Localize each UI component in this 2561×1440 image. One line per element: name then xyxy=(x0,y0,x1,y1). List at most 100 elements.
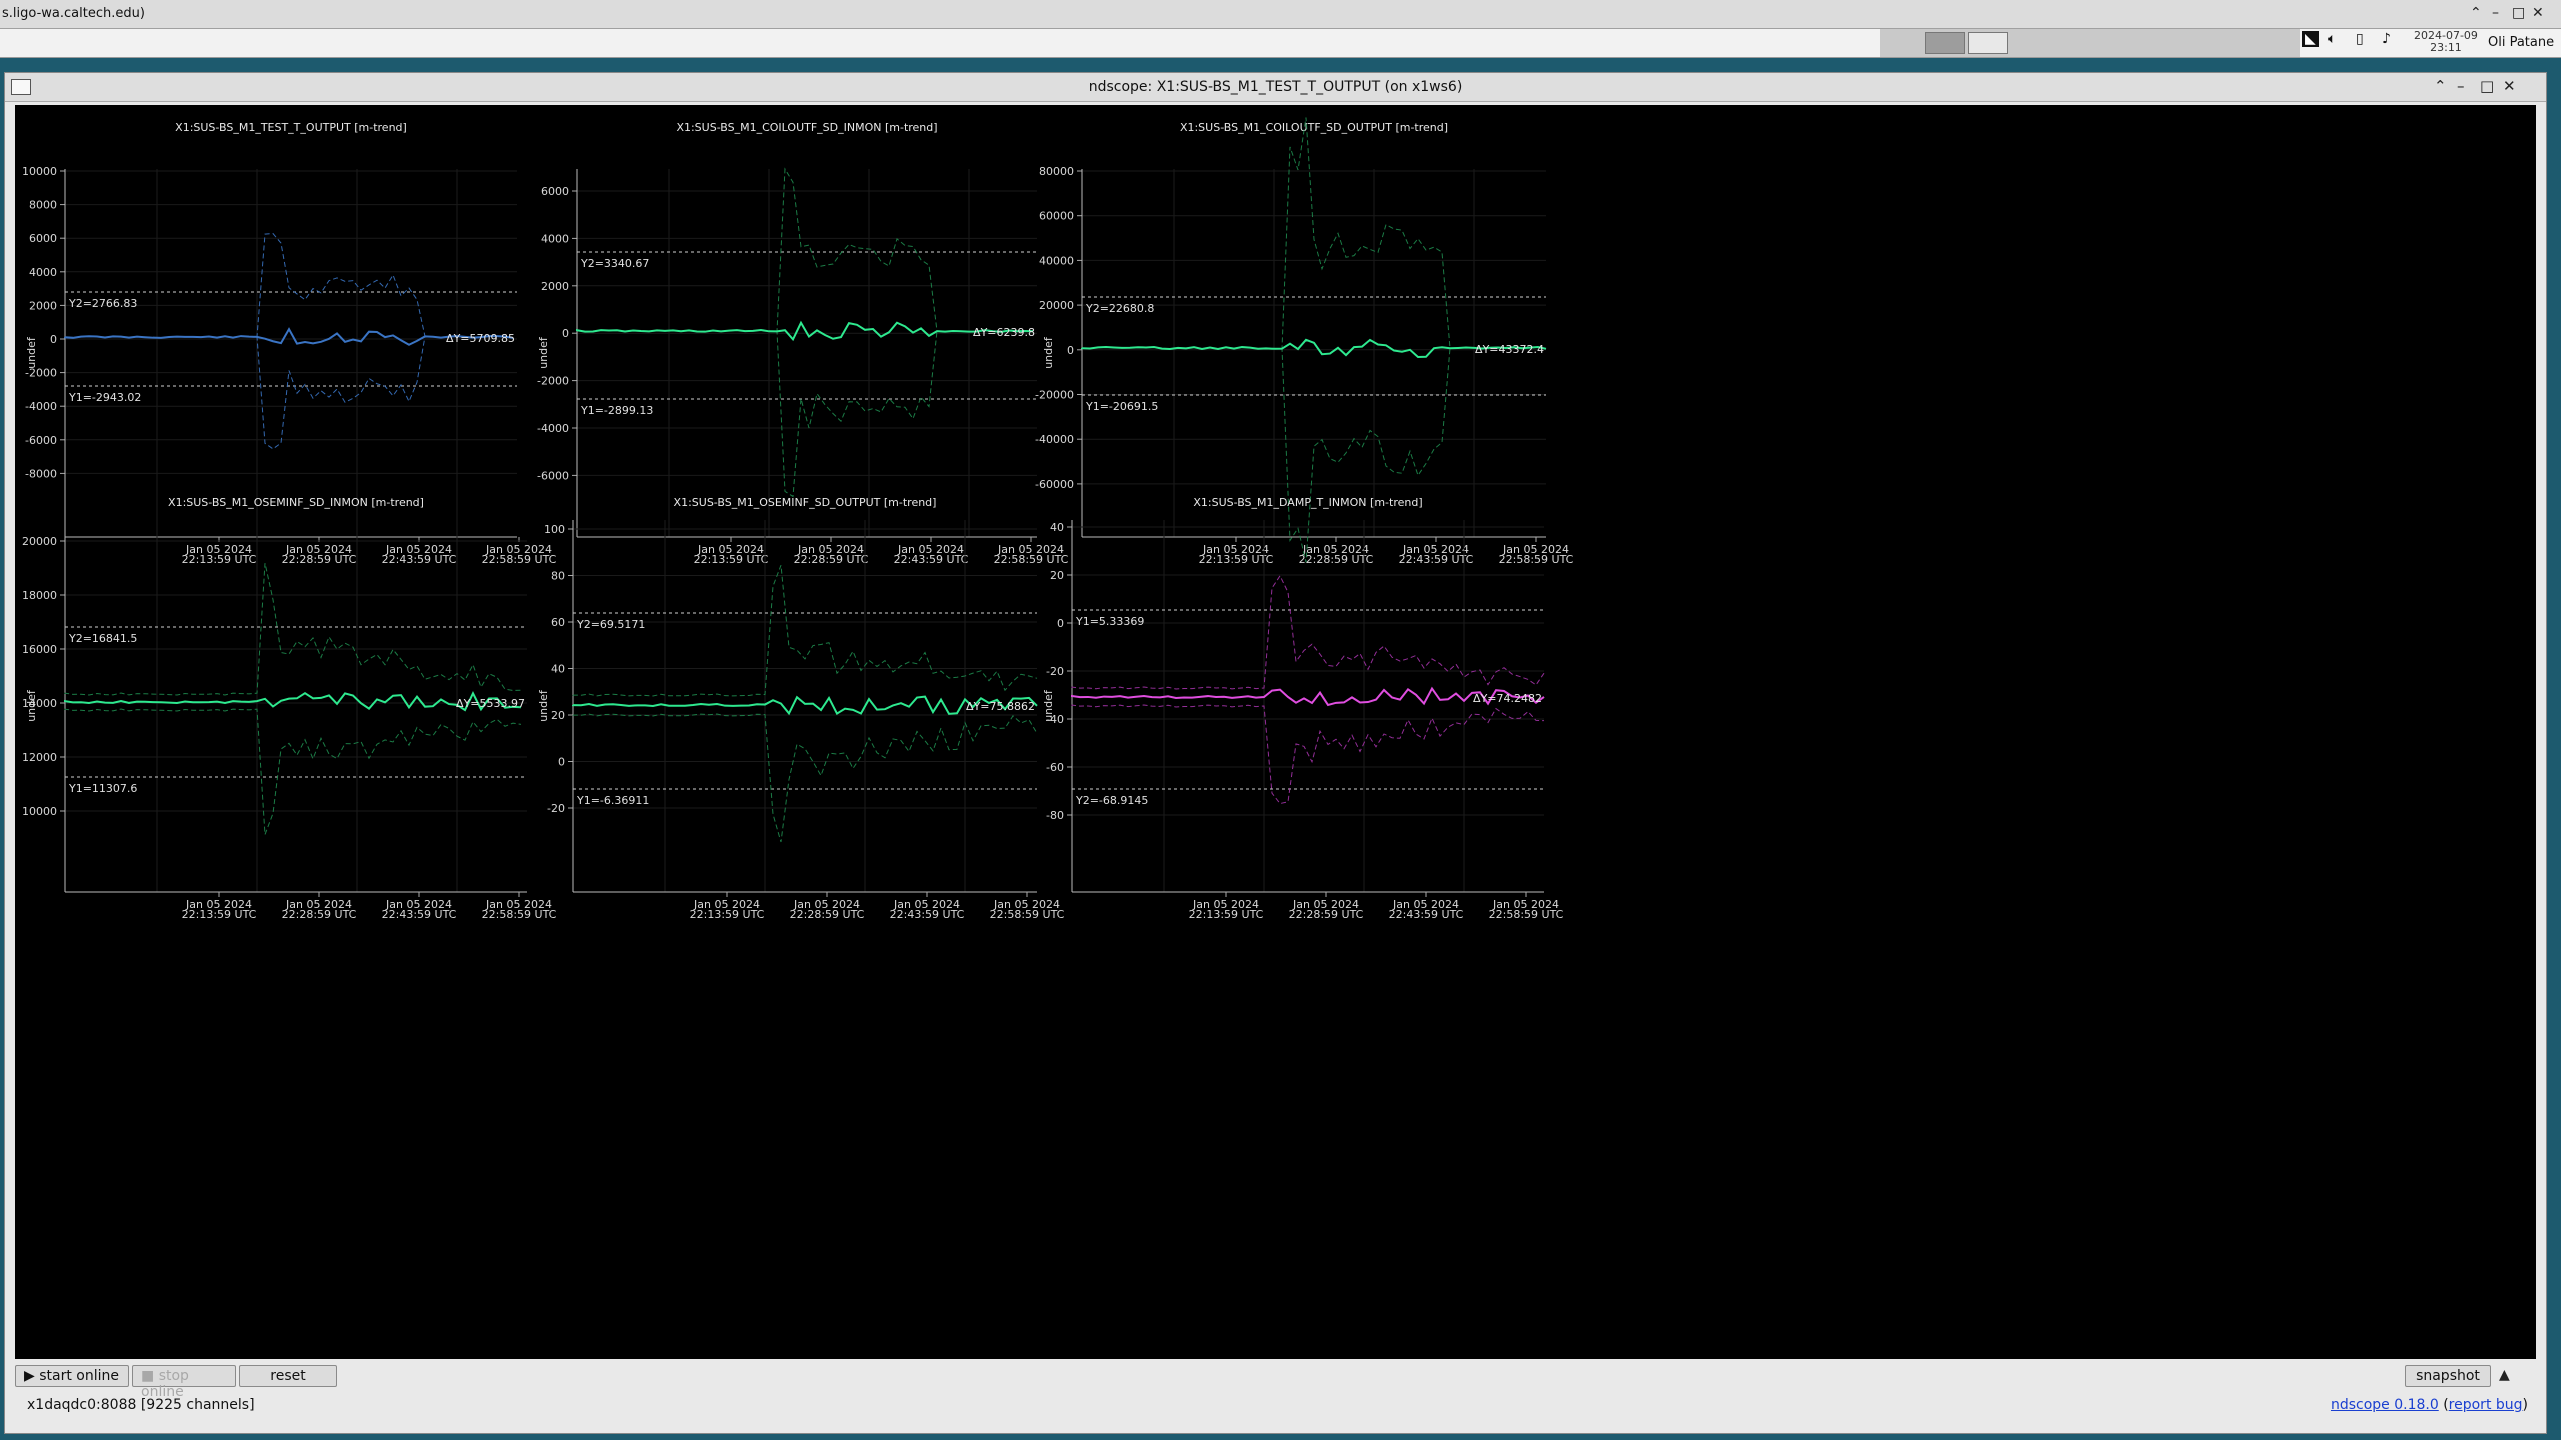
battery-icon[interactable]: ▯ xyxy=(2356,31,2364,47)
x-tick-date: Jan 05 2024 xyxy=(1492,898,1559,911)
y-tick-label: 2000 xyxy=(541,280,569,293)
y-tick-label: 0 xyxy=(558,756,565,769)
outer-maximize-icon[interactable]: □ xyxy=(2512,5,2526,21)
x-tick-date: Jan 05 2024 xyxy=(1202,543,1269,556)
window-titlebar: ndscope: X1:SUS-BS_M1_TEST_T_OUTPUT (on … xyxy=(5,73,2546,102)
y-tick-label: 10000 xyxy=(22,165,57,178)
window-title: ndscope: X1:SUS-BS_M1_TEST_T_OUTPUT (on … xyxy=(1088,79,1463,95)
taskbar-window-list xyxy=(1880,29,2300,57)
y-tick-label: -60 xyxy=(1046,761,1064,774)
notification-bell-icon[interactable]: ♪ xyxy=(2382,31,2391,47)
y-tick-label: 60000 xyxy=(1039,210,1074,223)
x-tick-time: 22:13:59 UTC xyxy=(1189,908,1264,921)
cursor-label: Y1=-2943.02 xyxy=(68,391,141,404)
delta-y-label: ΔY=75.8862 xyxy=(966,700,1035,713)
y-tick-label: -20000 xyxy=(1035,389,1074,402)
snapshot-label: snapshot xyxy=(2416,1368,2480,1384)
taskbar-window-button[interactable] xyxy=(1968,32,2008,54)
y-tick-label: 10000 xyxy=(22,805,57,818)
trace-mean xyxy=(1081,338,1547,358)
window-maximize-icon[interactable]: □ xyxy=(2480,77,2495,95)
outer-minimize-icon[interactable]: – xyxy=(2492,5,2499,21)
user-name[interactable]: Oli Patane xyxy=(2488,35,2555,50)
taskbar-workspace-button[interactable] xyxy=(1925,32,1965,54)
app-icon[interactable] xyxy=(11,79,31,95)
snapshot-button[interactable]: snapshot xyxy=(2405,1365,2491,1387)
plots-canvas[interactable]: X1:SUS-BS_M1_TEST_T_OUTPUT [m-trend]1000… xyxy=(15,105,2536,1359)
y-tick-label: -20 xyxy=(1046,665,1064,678)
cursor-label: Y1=-20691.5 xyxy=(1085,400,1158,413)
plot-panel: X1:SUS-BS_M1_OSEMINF_SD_INMON [m-trend] 2… xyxy=(22,496,557,921)
x-tick-date: Jan 05 2024 xyxy=(1292,898,1359,911)
trace-min xyxy=(1081,346,1547,563)
y-tick-label: -40000 xyxy=(1035,433,1074,446)
plot-title: X1:SUS-BS_M1_OSEMINF_SD_INMON [m-trend] xyxy=(168,496,424,509)
stop-online-button[interactable]: ■ stop online xyxy=(132,1365,236,1400)
reset-button[interactable]: reset xyxy=(239,1365,337,1387)
x-tick-time: 22:58:59 UTC xyxy=(1489,908,1564,921)
x-tick-date: Jan 05 2024 xyxy=(185,898,252,911)
cursor-label: Y2=16841.5 xyxy=(68,632,137,645)
x-tick-time: 22:43:59 UTC xyxy=(1389,908,1464,921)
y-tick-label: 8000 xyxy=(29,199,57,212)
version-info: ndscope 0.18.0 (report bug) xyxy=(2330,1397,2528,1413)
chevron-up-icon[interactable]: ▲ xyxy=(2499,1367,2510,1383)
clock-time: 23:11 xyxy=(2430,41,2462,54)
x-tick-date: Jan 05 2024 xyxy=(1502,543,1569,556)
x-tick-date: Jan 05 2024 xyxy=(693,898,760,911)
y-axis-label: undef xyxy=(1042,336,1055,369)
y-tick-label: 0 xyxy=(1067,344,1074,357)
trace-mean xyxy=(576,320,1034,342)
x-tick-time: 22:28:59 UTC xyxy=(1289,908,1364,921)
network-icon[interactable]: ◣ xyxy=(2302,31,2319,47)
stop-icon: ■ xyxy=(141,1368,159,1384)
x-tick-date: Jan 05 2024 xyxy=(897,543,964,556)
window-minimize-icon[interactable]: – xyxy=(2457,77,2465,95)
cursor-label: Y2=2766.83 xyxy=(68,297,137,310)
plot-panel: X1:SUS-BS_M1_DAMP_T_INMON [m-trend] 40 20 0… xyxy=(1042,496,1564,921)
plot-area[interactable]: X1:SUS-BS_M1_TEST_T_OUTPUT [m-trend] 1000… xyxy=(15,105,2536,1359)
start-online-button[interactable]: ▶ start online xyxy=(15,1365,129,1387)
x-tick-time: 22:58:59 UTC xyxy=(482,553,557,566)
cursor-label: Y2=22680.8 xyxy=(1085,302,1154,315)
y-tick-label: 80000 xyxy=(1039,165,1074,178)
y-tick-label: 18000 xyxy=(22,589,57,602)
x-tick-date: Jan 05 2024 xyxy=(285,543,352,556)
cursor-label: Y2=3340.67 xyxy=(580,257,649,270)
version-link[interactable]: ndscope 0.18.0 xyxy=(2330,1397,2439,1413)
stop-online-label: stop online xyxy=(141,1368,189,1400)
outer-close-icon[interactable]: ✕ xyxy=(2532,5,2544,21)
y-tick-label: 2000 xyxy=(29,299,57,312)
x-tick-time: 22:43:59 UTC xyxy=(890,908,965,921)
x-tick-date: Jan 05 2024 xyxy=(1302,543,1369,556)
volume-icon[interactable]: 🔈︎ xyxy=(2328,31,2337,47)
y-tick-label: -2000 xyxy=(537,375,569,388)
y-tick-label: 6000 xyxy=(29,232,57,245)
y-tick-label: -80 xyxy=(1046,809,1064,822)
delta-y-label: ΔY=6239.8 xyxy=(973,326,1035,339)
outer-window-titlebar: s.ligo-wa.caltech.edu) ⌃ – □ ✕ xyxy=(0,0,2561,29)
window-close-icon[interactable]: ✕ xyxy=(2503,77,2516,95)
y-tick-label: 4000 xyxy=(29,266,57,279)
taskbar-clock[interactable]: 2024-07-09 23:11 xyxy=(2414,30,2478,54)
outer-window-title: s.ligo-wa.caltech.edu) xyxy=(2,6,145,21)
report-bug-link[interactable]: report bug xyxy=(2448,1397,2523,1413)
outer-chevron-up-icon[interactable]: ⌃ xyxy=(2470,5,2482,21)
server-status: x1daqdc0:8088 [9225 channels] xyxy=(27,1397,255,1413)
trace-mean xyxy=(1071,686,1545,707)
x-tick-date: Jan 05 2024 xyxy=(1392,898,1459,911)
trace-mean xyxy=(572,695,1038,716)
x-tick-time: 22:28:59 UTC xyxy=(1299,553,1374,566)
plot-panel: X1:SUS-BS_M1_TEST_T_OUTPUT [m-trend] 1000… xyxy=(22,121,557,566)
plot-title: X1:SUS-BS_M1_DAMP_T_INMON [m-trend] xyxy=(1193,496,1422,509)
x-tick-time: 22:43:59 UTC xyxy=(382,908,457,921)
y-tick-label: -40 xyxy=(1046,713,1064,726)
trace-min xyxy=(64,708,522,835)
x-tick-date: Jan 05 2024 xyxy=(485,898,552,911)
window-shade-icon[interactable]: ⌃ xyxy=(2434,77,2447,95)
play-icon: ▶ xyxy=(24,1368,40,1384)
y-tick-label: 20 xyxy=(551,709,565,722)
y-tick-label: 20000 xyxy=(1039,299,1074,312)
y-tick-label: -6000 xyxy=(537,469,569,482)
x-tick-time: 22:58:59 UTC xyxy=(1499,553,1574,566)
